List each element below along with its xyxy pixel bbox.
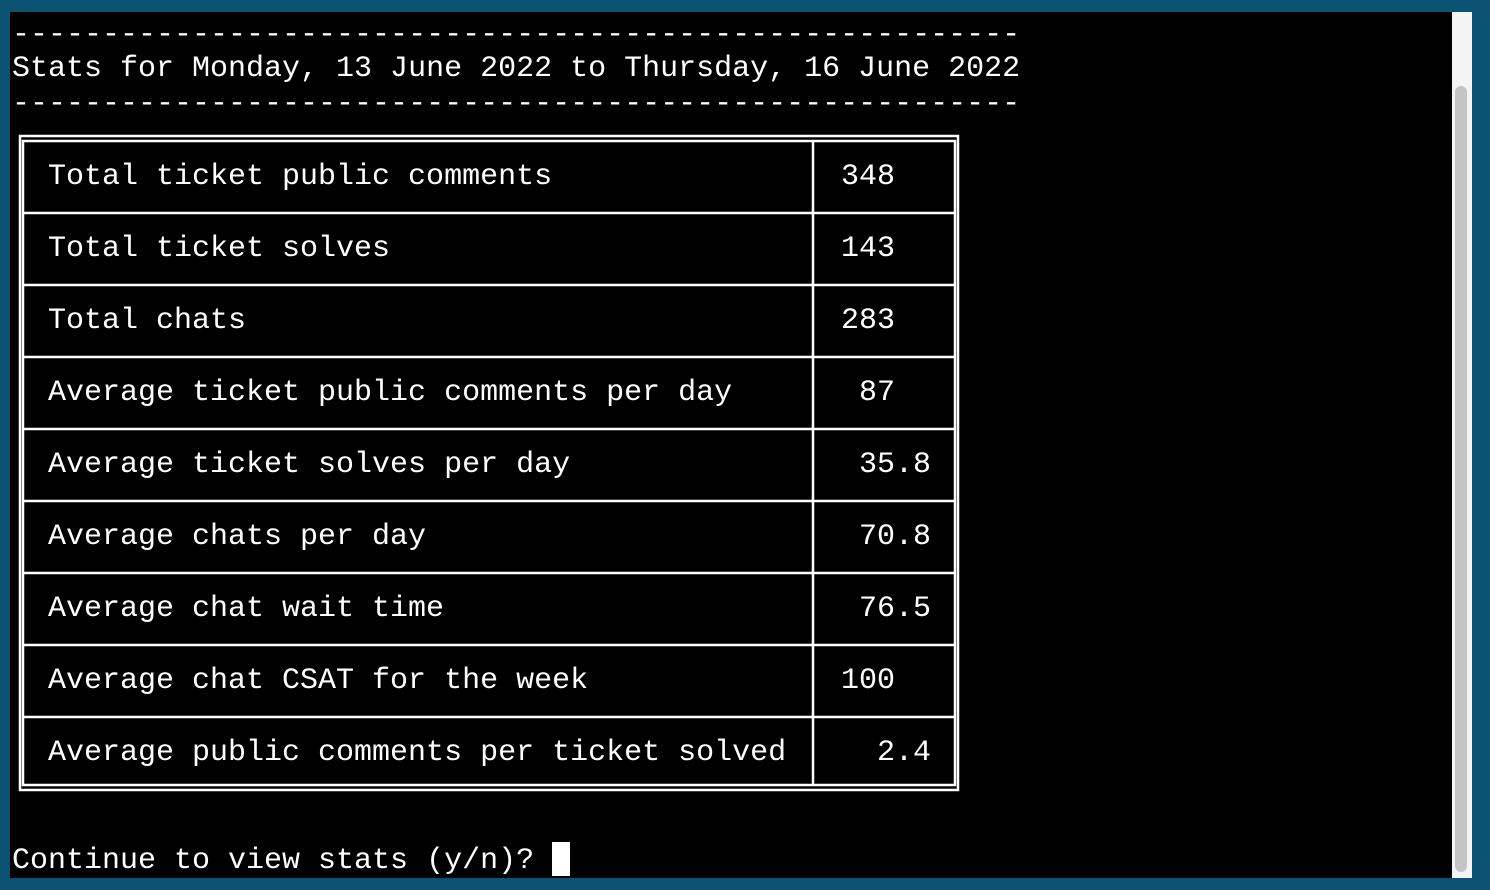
stat-label: Total chats — [48, 304, 246, 338]
stat-value: 100 — [841, 664, 895, 698]
stat-label: Total ticket solves — [48, 232, 390, 266]
stat-label: Average public comments per ticket solve… — [48, 736, 786, 770]
stat-label: Average chats per day — [48, 520, 426, 554]
stat-value: 2.4 — [877, 736, 931, 770]
continue-prompt: Continue to view stats (y/n)? — [12, 844, 534, 878]
rule-bottom: ----------------------------------------… — [12, 87, 1020, 121]
stat-label: Total ticket public comments — [48, 160, 552, 194]
stat-value: 348 — [841, 160, 895, 194]
table-inner-border — [21, 139, 957, 787]
stats-title: Stats for Monday, 13 June 2022 to Thursd… — [12, 52, 1020, 86]
stat-value: 283 — [841, 304, 895, 338]
stat-label: Average chat wait time — [48, 592, 444, 626]
stat-label: Average ticket solves per day — [48, 448, 570, 482]
stat-value: 70.8 — [859, 520, 931, 554]
stat-value: 35.8 — [859, 448, 931, 482]
scrollbar-thumb[interactable] — [1455, 86, 1467, 872]
stats-table: Total ticket public comments 348 Total tic… — [18, 134, 960, 792]
table-outer-border — [18, 134, 960, 792]
cursor — [552, 842, 570, 876]
stat-value: 87 — [859, 376, 895, 410]
stat-label: Average ticket public comments per day — [48, 376, 732, 410]
stat-value: 76.5 — [859, 592, 931, 626]
stat-value: 143 — [841, 232, 895, 266]
rule-top: ----------------------------------------… — [12, 18, 1020, 52]
stat-label: Average chat CSAT for the week — [48, 664, 588, 698]
terminal-screen — [10, 12, 1452, 878]
